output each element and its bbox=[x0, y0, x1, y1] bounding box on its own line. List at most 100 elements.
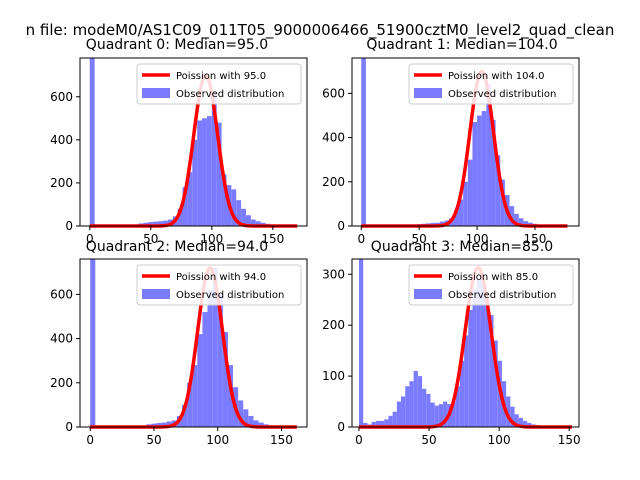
subplot-title: Quadrant 0: Median=95.0 bbox=[86, 37, 268, 53]
axes-frame bbox=[351, 57, 580, 227]
x-tick-label: 50 bbox=[412, 232, 427, 246]
legend-hist-label: Observed distribution bbox=[176, 290, 284, 301]
histogram-bar bbox=[187, 172, 193, 226]
histogram-bar bbox=[161, 422, 167, 427]
histogram-bar bbox=[187, 382, 193, 427]
histogram-bar bbox=[518, 218, 524, 226]
histogram-bar bbox=[166, 421, 172, 427]
histogram-bar bbox=[455, 386, 460, 427]
subplot-1: 0 50 100 150 0 200 400 600 Poission with 104.0 Ob… bbox=[322, 57, 580, 246]
legend-hist-swatch bbox=[414, 88, 442, 98]
histogram-bar bbox=[438, 404, 444, 427]
histogram-bar bbox=[453, 210, 459, 226]
subplot-title: Quadrant 2: Median=94.0 bbox=[86, 239, 268, 255]
subplot-0: 0 50 100 150 0 200 400 600 Poission with 95.0 Obs… bbox=[50, 57, 308, 246]
axes-frame bbox=[351, 258, 580, 428]
histogram-bar bbox=[430, 402, 435, 427]
legend-fit-label: Poission with 104.0 bbox=[448, 71, 544, 82]
histogram-bar bbox=[182, 404, 188, 427]
histogram-bar bbox=[211, 90, 217, 226]
histogram-bar bbox=[253, 420, 259, 427]
y-tick-label: 600 bbox=[50, 90, 73, 104]
y-tick-label: 0 bbox=[65, 219, 73, 233]
y-tick-label: 600 bbox=[322, 86, 345, 100]
histogram-bar bbox=[417, 376, 423, 427]
histogram-bar bbox=[243, 409, 249, 427]
histogram-bar bbox=[522, 420, 528, 427]
legend-hist-swatch bbox=[142, 88, 170, 98]
histogram-bar bbox=[207, 289, 213, 427]
histogram-bar bbox=[523, 221, 529, 226]
histogram-bar bbox=[90, 259, 96, 427]
legend-fit-label: Poission with 94.0 bbox=[176, 272, 266, 283]
histogram-bar bbox=[472, 122, 478, 226]
histogram-bar bbox=[217, 294, 223, 427]
figure-title: n file: modeM0/AS1C09_011T05_9000006466_… bbox=[26, 21, 615, 40]
histogram-bar bbox=[468, 309, 473, 427]
x-tick-label: 100 bbox=[466, 232, 489, 246]
x-tick-label: 0 bbox=[86, 232, 94, 246]
histogram-bar bbox=[153, 221, 159, 226]
histogram-bar bbox=[509, 206, 515, 226]
histogram-bar bbox=[255, 221, 261, 226]
x-tick-label: 50 bbox=[421, 433, 436, 447]
x-tick-label: 100 bbox=[200, 232, 223, 246]
y-tick-label: 200 bbox=[322, 175, 345, 189]
x-tick-label: 150 bbox=[270, 433, 293, 447]
histogram-bar bbox=[426, 393, 431, 427]
subplot-title: Quadrant 3: Median=85.0 bbox=[371, 239, 553, 255]
histogram-bar bbox=[401, 396, 406, 427]
y-tick-label: 300 bbox=[322, 267, 345, 281]
histogram-bar bbox=[467, 159, 473, 226]
histogram-bar bbox=[489, 315, 494, 427]
x-tick-label: 150 bbox=[558, 433, 581, 447]
histogram-bar bbox=[236, 200, 242, 226]
histogram-bar bbox=[510, 406, 515, 427]
histogram-bar bbox=[245, 215, 251, 226]
histogram-bar bbox=[222, 331, 228, 427]
histogram-bar bbox=[202, 312, 208, 427]
histogram-bar bbox=[464, 335, 469, 427]
histogram-bar bbox=[197, 120, 203, 226]
histogram-bar bbox=[221, 174, 227, 226]
legend-hist-label: Observed distribution bbox=[448, 89, 556, 100]
histogram-bar bbox=[361, 58, 366, 226]
histogram-bar bbox=[375, 420, 381, 427]
histogram-bar bbox=[359, 259, 364, 427]
y-tick-label: 0 bbox=[337, 420, 345, 434]
histogram-bar bbox=[477, 115, 482, 226]
y-tick-label: 200 bbox=[50, 176, 73, 190]
histogram-bar bbox=[495, 155, 501, 226]
histogram-bar bbox=[443, 401, 448, 427]
y-tick-label: 600 bbox=[50, 287, 73, 301]
x-tick-label: 50 bbox=[143, 232, 158, 246]
histogram-bar bbox=[89, 58, 95, 226]
y-tick-label: 100 bbox=[322, 369, 345, 383]
histogram-bar bbox=[422, 388, 427, 427]
histogram-bar bbox=[396, 401, 402, 427]
y-tick-label: 200 bbox=[322, 318, 345, 332]
histogram-bar bbox=[405, 386, 410, 427]
legend-hist-swatch bbox=[142, 289, 170, 299]
histogram-bar bbox=[231, 189, 237, 226]
histogram-bar bbox=[148, 222, 154, 226]
histogram-bar bbox=[197, 334, 203, 427]
x-tick-label: 0 bbox=[86, 433, 94, 447]
histogram-bar bbox=[227, 365, 234, 427]
legend-hist-label: Observed distribution bbox=[448, 290, 556, 301]
histogram-bar bbox=[216, 122, 222, 226]
histogram-bar bbox=[192, 365, 198, 427]
y-tick-label: 200 bbox=[50, 376, 73, 390]
histogram-bar bbox=[177, 208, 183, 226]
y-tick-label: 0 bbox=[65, 420, 73, 434]
y-tick-label: 0 bbox=[337, 219, 345, 233]
histogram-bar bbox=[527, 422, 532, 427]
legend-box bbox=[136, 264, 302, 306]
histogram-bar bbox=[371, 421, 376, 427]
legend-box bbox=[408, 63, 574, 105]
histogram-bar bbox=[481, 111, 487, 226]
legend-box bbox=[136, 63, 302, 105]
histogram-bar bbox=[480, 281, 486, 427]
legend-box bbox=[408, 264, 574, 306]
